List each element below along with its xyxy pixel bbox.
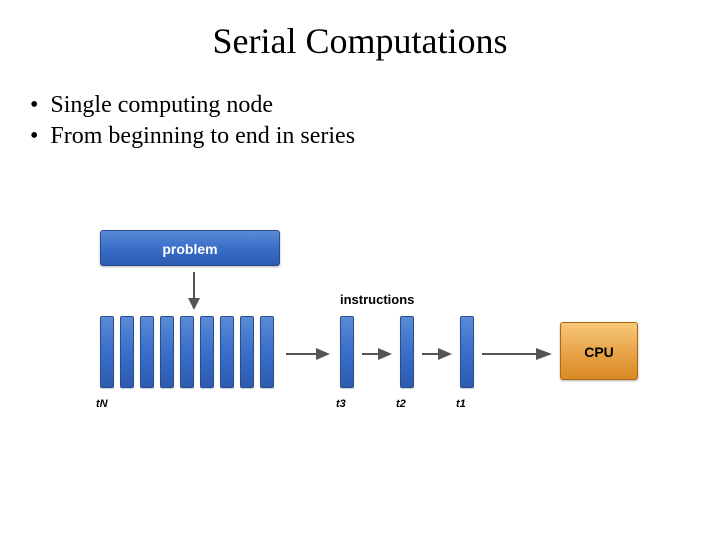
- instruction-bar: [120, 316, 134, 388]
- arrow-right-icon: [422, 346, 452, 362]
- arrow-right-icon: [482, 346, 552, 362]
- instruction-bar: [200, 316, 214, 388]
- time-tick: t3: [336, 398, 346, 410]
- instruction-bar: [180, 316, 194, 388]
- instruction-bar: [260, 316, 274, 388]
- instruction-bar: [100, 316, 114, 388]
- instruction-bar: [240, 316, 254, 388]
- serial-diagram: problem instructions CPU tN t3 t2 t1: [90, 230, 650, 440]
- instruction-bar: [340, 316, 354, 388]
- instruction-bar: [220, 316, 234, 388]
- instructions-label: instructions: [340, 292, 414, 307]
- bullet-item: Single computing node: [30, 92, 720, 119]
- problem-box: problem: [100, 230, 280, 266]
- arrow-down-icon: [184, 272, 204, 312]
- instruction-bar: [140, 316, 154, 388]
- bullet-item: From beginning to end in series: [30, 123, 720, 150]
- time-tick: tN: [96, 398, 108, 410]
- bullet-list: Single computing node From beginning to …: [30, 92, 720, 150]
- instruction-bar: [160, 316, 174, 388]
- slide-title: Serial Computations: [0, 0, 720, 62]
- instruction-bar: [400, 316, 414, 388]
- arrow-right-icon: [362, 346, 392, 362]
- instruction-bar: [460, 316, 474, 388]
- time-tick: t1: [456, 398, 466, 410]
- arrow-right-icon: [286, 346, 330, 362]
- cpu-box: CPU: [560, 322, 638, 380]
- time-tick: t2: [396, 398, 406, 410]
